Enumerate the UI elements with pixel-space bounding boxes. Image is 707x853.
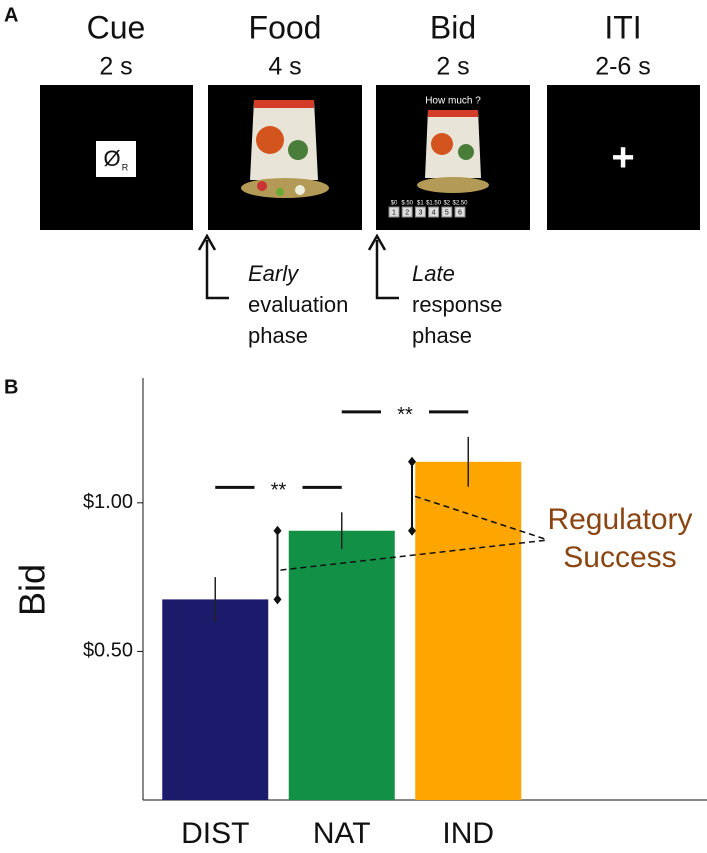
bid-key: 1 (392, 209, 396, 216)
screen-label: Cue (87, 9, 146, 45)
screen-cue: Cue 2 s Ø R (40, 9, 193, 230)
phase-timing: Late (412, 261, 455, 286)
x-tick-label: DIST (181, 817, 249, 850)
candy-bag (417, 110, 489, 193)
phase-arrow (197, 233, 399, 300)
bid-price: $2 (443, 201, 450, 207)
screen-bid: Bid 2 s How much ? $0 1 $.50 2 $1 3 $1.50 4 $2 5$… (376, 9, 530, 230)
bid-price: $2.50 (452, 201, 468, 207)
screen-duration: 4 s (268, 53, 301, 81)
bid-key: 2 (405, 209, 409, 216)
bar (162, 599, 269, 800)
x-tick-label: NAT (313, 817, 371, 850)
bracket-end (408, 456, 416, 467)
phase-timing: Early (248, 261, 300, 286)
x-tick-label: IND (442, 817, 494, 850)
screen-label: ITI (604, 9, 641, 45)
cue-card (96, 141, 136, 177)
bid-key-box (428, 206, 440, 218)
bid-price: $0 (391, 201, 398, 207)
bid-price: $1.50 (426, 201, 442, 207)
bid-key-box (454, 206, 466, 218)
significance-label: ** (271, 480, 287, 502)
screen-iti: ITI 2-6 s + (547, 9, 700, 230)
bar (415, 461, 522, 800)
bid-prompt: How much ? (425, 96, 481, 107)
annotation-leader (414, 495, 549, 541)
bracket-end (273, 594, 282, 605)
bid-key: 3 (418, 209, 422, 216)
phase-text: phase (412, 323, 472, 348)
panel-label: A (4, 4, 18, 26)
bid-scale: $0 1 $.50 2 $1 3 $1.50 4 $2 5$2.50 6 (388, 201, 468, 218)
annotation: Regulatory (547, 503, 692, 536)
screen-label: Food (249, 9, 322, 45)
screen-label: Bid (430, 9, 476, 45)
bid-key: 4 (432, 209, 436, 216)
annotation-leader (280, 539, 549, 571)
bar-chart: Bid $0.50 $1.00 DIST NAT IND ** ** Regulatory Suc… (12, 378, 707, 850)
candy-bag (241, 100, 329, 198)
screen (547, 85, 700, 230)
screen-duration: 2-6 s (595, 53, 651, 81)
bid-key-box (441, 206, 453, 218)
bracket-end (273, 525, 282, 536)
cue-subscript: R (122, 162, 129, 172)
screen-food: Food 4 s (208, 9, 362, 230)
cue-symbol: Ø (103, 146, 120, 171)
annotation: Success (563, 541, 676, 574)
bid-price: $.50 (401, 201, 413, 207)
panel-label: B (4, 376, 18, 398)
bid-key: 6 (458, 209, 462, 216)
fixation-cross: + (611, 136, 634, 180)
bid-key-box (414, 206, 426, 218)
phase-text: evaluation (248, 292, 348, 317)
screen-duration: 2 s (436, 53, 469, 81)
y-tick-label: $0.50 (83, 640, 133, 662)
y-axis-label: Bid (12, 564, 53, 616)
bid-price: $1 (417, 201, 424, 207)
bracket-end (408, 525, 416, 536)
bid-key-box (388, 206, 400, 218)
bid-key-box (401, 206, 413, 218)
bar (288, 530, 395, 800)
phase-text: phase (248, 323, 308, 348)
phase-text: response (412, 292, 503, 317)
y-tick-label: $1.00 (83, 491, 133, 513)
screen-duration: 2 s (99, 53, 132, 81)
bid-key: 5 (445, 209, 449, 216)
significance-label: ** (397, 404, 413, 426)
